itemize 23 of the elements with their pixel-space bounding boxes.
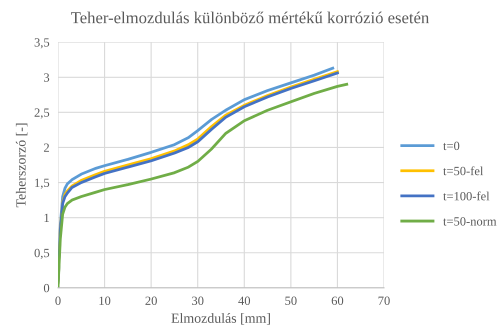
y-tick-label: 1,5 bbox=[35, 178, 50, 189]
legend-label: t=0 bbox=[443, 142, 460, 150]
y-tick-label: 3 bbox=[44, 73, 50, 82]
legend-label: t=50-norm bbox=[443, 217, 496, 226]
y-tick-label: 2 bbox=[44, 144, 49, 152]
x-tick-label: 60 bbox=[332, 296, 344, 305]
x-tick-label: 70 bbox=[378, 296, 390, 305]
x-tick-label: 10 bbox=[99, 296, 110, 305]
x-axis-title: Elmozdulás [mm] bbox=[171, 313, 270, 325]
y-tick-label: 0,5 bbox=[34, 248, 50, 260]
legend-label: t=100-fel bbox=[443, 191, 490, 200]
y-tick-label: 0 bbox=[44, 284, 50, 292]
x-tick-label: 20 bbox=[145, 296, 157, 305]
x-tick-label: 30 bbox=[192, 296, 204, 305]
y-tick-label: 3,5 bbox=[34, 38, 50, 48]
x-tick-label: 40 bbox=[238, 296, 250, 305]
y-tick-label: 2,5 bbox=[34, 108, 50, 119]
y-tick-label: 1 bbox=[44, 214, 49, 222]
legend-label: t=50-fel bbox=[443, 166, 484, 176]
x-tick-label: 0 bbox=[55, 296, 61, 305]
y-axis-title: Teherszorzó [-] bbox=[16, 124, 28, 208]
chart-title: Teher-elmozdulás különböző mértékű korrózió esetén bbox=[71, 12, 430, 24]
x-tick-label: 50 bbox=[285, 296, 297, 305]
